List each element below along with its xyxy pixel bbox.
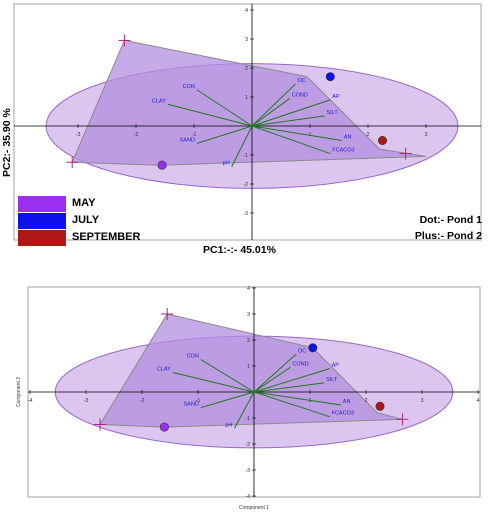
legend-label-september: SEPTEMBER — [72, 231, 141, 243]
score-dot-september — [375, 401, 385, 411]
loading-label: SAND — [184, 402, 199, 408]
loading-label: FCACO3 — [332, 148, 354, 154]
x-axis-title-top: PC1:-:- 45.01% — [203, 244, 276, 256]
loading-label: COND — [292, 92, 308, 98]
loading-vector — [200, 391, 255, 409]
y-tick-label: 2 — [245, 66, 248, 72]
loading-vector — [167, 103, 253, 127]
loading-label: pH — [225, 422, 232, 428]
x-tick-label: 3 — [424, 132, 427, 138]
x-tick-label: 2 — [366, 132, 369, 138]
score-dot-july — [308, 343, 318, 353]
loading-label: AN — [344, 135, 352, 141]
y-tick-label: 2 — [247, 338, 250, 344]
score-plus-july — [161, 308, 174, 320]
pca-biplot-bottom: -4 -3 -2 -1 1 2 3 4 -4 -3 -2 -1 1 2 3 4 OC CON COND AP CLAY S… — [16, 286, 481, 511]
loading-label: AP — [332, 363, 340, 369]
loading-vector — [253, 382, 325, 393]
y-tick-label: 1 — [247, 364, 250, 370]
y-axis-title-text: PC2:- 35.90 % — [1, 108, 13, 177]
score-dot-may — [159, 422, 169, 432]
score-dot-july — [325, 72, 335, 82]
loading-vector — [253, 366, 291, 393]
x-tick-label: 3 — [420, 398, 423, 404]
y-tick-label: 3 — [245, 37, 248, 43]
loading-label: pH — [223, 161, 230, 167]
y-tick-label: -1 — [245, 416, 250, 422]
y-tick-label: -3 — [245, 468, 250, 474]
y-tick-label: -2 — [243, 182, 248, 188]
x-tick-label: 1 — [308, 398, 311, 404]
score-plus-september — [396, 413, 409, 426]
y-tick-label: 4 — [245, 8, 248, 14]
loading-label: SAND — [180, 137, 195, 143]
x-tick-label: -1 — [192, 132, 197, 138]
loading-vector — [251, 98, 290, 127]
y-tick-label: 1 — [245, 95, 248, 101]
loading-vector — [251, 125, 331, 155]
score-plus-july — [118, 34, 131, 47]
y-tick-label: -2 — [245, 442, 250, 448]
loading-vector — [253, 368, 330, 393]
legend-label-july: JULY — [72, 214, 100, 226]
loading-label: CON — [183, 84, 195, 90]
x-tick-label: -1 — [196, 398, 201, 404]
legend-swatch-may — [18, 196, 66, 212]
loading-vector — [253, 391, 330, 418]
y-axis-title: Component 2 — [16, 377, 22, 407]
x-tick-label: 2 — [364, 398, 367, 404]
x-tick-label: -3 — [84, 398, 89, 404]
legend-label-may: MAY — [72, 197, 96, 209]
loading-vector — [251, 115, 325, 127]
loading-label: AP — [332, 94, 340, 100]
x-tick-label: -4 — [28, 398, 33, 404]
x-tick-label: -2 — [134, 132, 139, 138]
loading-vector — [251, 99, 331, 127]
loading-label: SILT — [326, 377, 338, 383]
pca-biplot-top: -3-2-1123-3-2-11234OCCONCONDAPCLAYSILTSA… — [13, 3, 482, 241]
y-axis-title-top: PC2:- 35.90 % — [1, 92, 15, 177]
loading-vector — [231, 125, 253, 167]
loading-label: COND — [292, 361, 308, 367]
loading-vector — [233, 391, 255, 429]
loading-vector — [196, 89, 253, 127]
loading-label: OC — [298, 348, 306, 354]
loading-label: OC — [298, 78, 306, 84]
loading-vector — [253, 391, 341, 406]
score-plus-may — [66, 156, 79, 169]
marker-key-dot: Dot:- Pond 1 — [419, 214, 482, 226]
plot-frame — [13, 3, 482, 241]
loading-vector — [253, 353, 297, 393]
loading-label: FCACO3 — [332, 411, 354, 417]
marker-key-plus: Plus:- Pond 2 — [414, 230, 482, 242]
x-axis-title: Component 1 — [239, 505, 269, 511]
y-tick-label: -3 — [243, 211, 248, 217]
loading-label: AN — [343, 399, 351, 405]
loading-label: CLAY — [157, 367, 171, 373]
score-dot-may — [157, 160, 167, 170]
loading-label: SILT — [327, 110, 339, 116]
legend-swatch-september — [18, 230, 66, 246]
score-plus-september — [399, 147, 412, 160]
score-dot-september — [377, 136, 387, 146]
loading-vector — [251, 125, 342, 141]
loading-vector — [196, 125, 253, 144]
loading-label: CON — [187, 354, 199, 360]
loading-label: CLAY — [152, 98, 166, 104]
score-plus-may — [94, 418, 106, 431]
y-tick-label: -4 — [245, 494, 250, 500]
y-tick-label: 3 — [247, 312, 250, 318]
loading-vector — [172, 372, 255, 393]
y-tick-label: -1 — [243, 153, 248, 159]
loading-vector — [200, 359, 255, 393]
y-tick-label: 4 — [247, 286, 250, 292]
legend-swatch-july — [18, 213, 66, 229]
x-tick-label: -3 — [76, 132, 81, 138]
x-tick-label: -2 — [140, 398, 145, 404]
loading-vector — [251, 83, 296, 127]
x-tick-label: 4 — [476, 398, 479, 404]
